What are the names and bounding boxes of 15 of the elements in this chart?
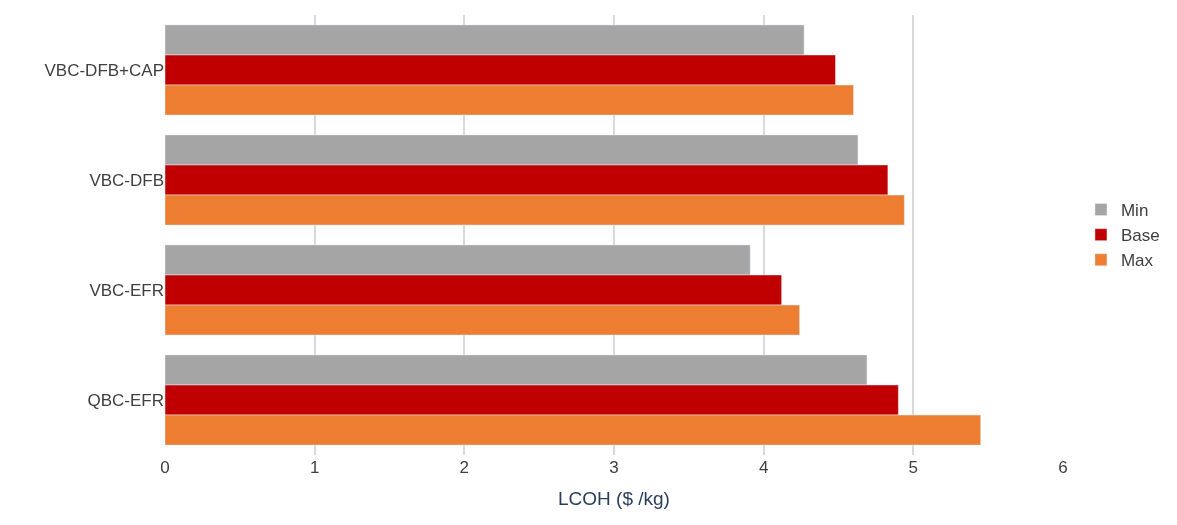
y-tick-label: VBC-DFB [89,170,164,190]
x-tick-label: 0 [160,458,170,477]
legend-label: Max [1120,251,1154,271]
legend-label: Base [1120,226,1160,246]
x-tick-label: 6 [1058,458,1068,477]
legend-label: Min [1120,201,1149,221]
x-tick-label: 4 [758,458,769,477]
y-tick-label: VBC-DFB+CAP [44,60,164,80]
x-axis-title: LCOH ($ /kg) [558,487,670,509]
x-tick-label: 1 [309,458,320,477]
x-tick-label: 2 [459,458,470,477]
x-tick-label: 3 [609,458,619,477]
x-tick-label: 5 [908,458,919,477]
y-tick-label: VBC-EFR [89,280,164,300]
y-tick-label: QBC-EFR [87,390,164,410]
